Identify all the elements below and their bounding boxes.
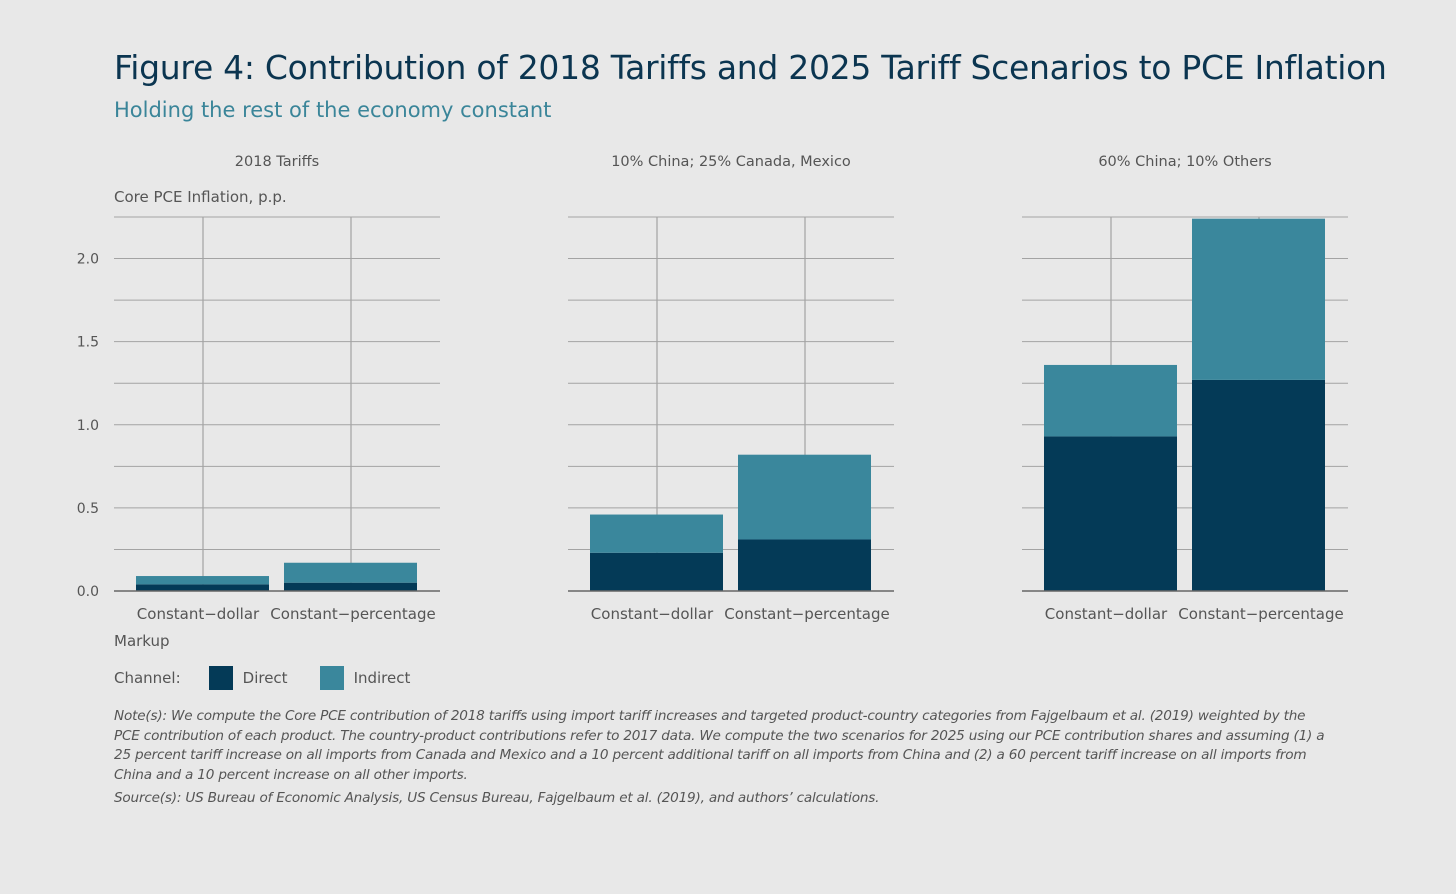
chart-title: Figure 4: Contribution of 2018 Tariffs a… [114,48,1387,87]
legend-swatch-indirect [319,666,344,690]
bar-indirect [590,514,723,553]
bar-indirect [284,562,417,583]
footnote-note: Note(s): We compute the Core PCE contrib… [114,708,1325,783]
legend-item-indirect: Indirect [319,666,411,690]
y-tick-label: 0.5 [77,501,99,517]
legend: Channel: Direct Indirect [114,666,442,690]
bar-indirect [738,454,871,540]
legend-label-indirect: Indirect [353,669,411,687]
x-tick-label: Constant−dollar [1045,605,1168,623]
footnote-source: Source(s): US Bureau of Economic Analysi… [114,790,880,806]
y-tick-label: 1.0 [77,418,99,434]
panel-title: 2018 Tariffs [235,154,319,170]
panel-title: 10% China; 25% Canada, Mexico [611,154,851,170]
y-tick-label: 0.0 [77,584,99,600]
y-tick-label: 1.5 [77,335,99,351]
x-tick-label: Constant−dollar [591,605,714,623]
bar-direct [1044,436,1177,591]
y-axis-title: Core PCE Inflation, p.p. [114,188,287,206]
x-tick-label: Constant−percentage [724,605,889,623]
x-tick-label: Constant−dollar [137,605,260,623]
legend-label-direct: Direct [242,669,288,687]
bar-direct [590,552,723,591]
legend-swatch-direct [208,666,233,690]
panel-title: 60% China; 10% Others [1098,154,1271,170]
bar-direct [136,584,269,591]
bar-indirect [1044,364,1177,437]
bar-direct [738,539,871,591]
bar-indirect [1192,218,1325,380]
x-axis-title: Markup [114,632,170,650]
x-tick-label: Constant−percentage [1178,605,1343,623]
legend-item-direct: Direct [208,666,288,690]
bar-indirect [136,576,269,585]
y-tick-label: 2.0 [77,252,99,268]
bar-direct [284,582,417,591]
x-tick-label: Constant−percentage [270,605,435,623]
legend-title: Channel: [114,669,181,687]
chart-subtitle: Holding the rest of the economy constant [114,98,552,122]
bar-direct [1192,379,1325,591]
